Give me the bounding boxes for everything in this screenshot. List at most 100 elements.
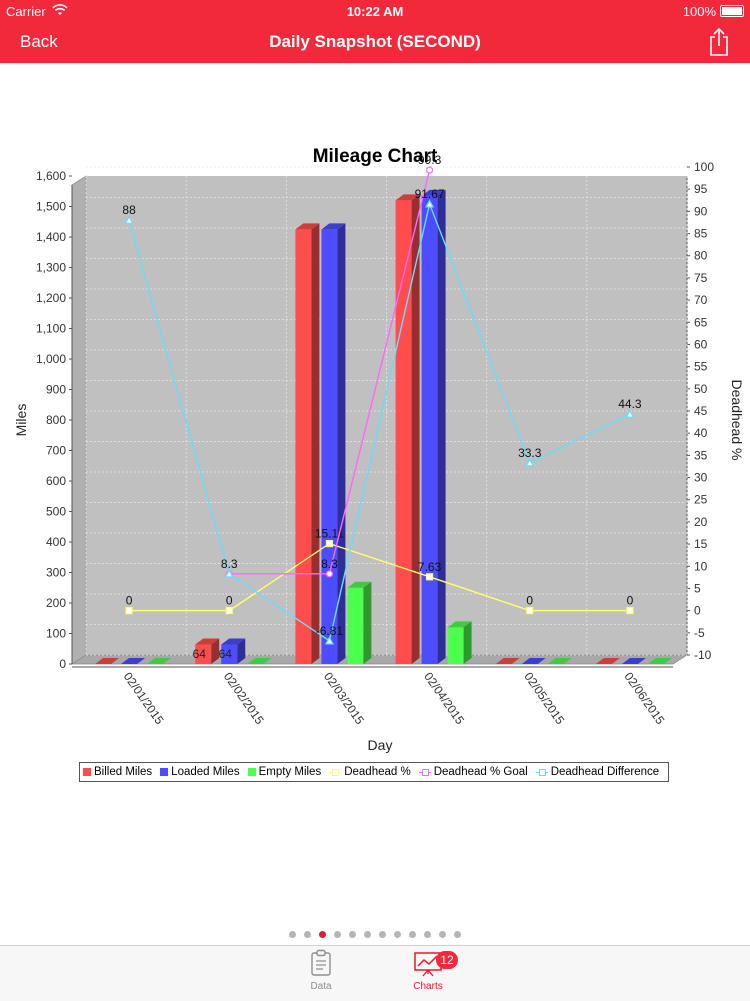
legend-label: Billed Miles	[94, 766, 153, 778]
back-button[interactable]: Back	[20, 32, 58, 51]
legend-item-deadhead-goal: Deadhead % Goal	[418, 766, 528, 778]
legend-swatch	[535, 768, 548, 776]
legend-label: Deadhead Difference	[550, 766, 660, 778]
deadhead-difference-data-label: 44.3	[618, 397, 642, 411]
x-tick-label: 02/05/2015	[521, 670, 567, 727]
empty-miles-bar	[447, 627, 464, 664]
y2-tick-label: 50	[694, 382, 708, 396]
chart-legend: Billed Miles Loaded Miles Empty Miles Deadh…	[79, 762, 669, 782]
deadhead-difference-point	[324, 636, 334, 645]
y2-tick-label: 85	[694, 227, 708, 241]
page-dot[interactable]	[409, 931, 416, 938]
deadhead-difference-point	[425, 199, 435, 208]
legend-label: Empty Miles	[258, 766, 322, 778]
y2-tick-label: 30	[694, 471, 708, 485]
page-dot[interactable]	[289, 931, 296, 938]
billed-miles-bar-top	[195, 638, 220, 645]
loaded-miles-bar-top	[421, 189, 446, 196]
deadhead-line	[129, 542, 630, 612]
y2-tick-label: 90	[694, 204, 708, 218]
billed-miles-bar	[395, 200, 412, 664]
page-dot[interactable]	[454, 931, 461, 938]
page-dot[interactable]	[319, 931, 326, 938]
deadhead-difference-data-label: -6.81	[316, 624, 344, 638]
empty-miles-bar-top	[147, 658, 172, 664]
legend-label: Loaded Miles	[171, 766, 240, 778]
deadhead-difference-line	[128, 201, 631, 642]
deadhead-goal-point	[425, 166, 434, 174]
x-tick-label: 02/06/2015	[621, 670, 667, 727]
x-tick-label: 02/01/2015	[121, 670, 167, 727]
x-tick-label: 02/03/2015	[321, 670, 367, 727]
status-bar: Carrier 10:22 AM 100%	[0, 0, 750, 22]
tab-data[interactable]: Data	[291, 949, 351, 992]
y2-tick-label: 100	[694, 160, 714, 174]
nav-bar: Back Daily Snapshot (SECOND)	[0, 22, 750, 63]
billed-miles-bar-side	[411, 194, 420, 664]
y2-tick-label: 40	[694, 426, 708, 440]
y-tick-label: 1,200	[36, 291, 66, 305]
loaded-miles-bar	[321, 229, 338, 664]
wifi-icon	[52, 3, 68, 20]
deadhead-data-label: 0	[627, 594, 634, 608]
x-tick-label: 02/04/2015	[421, 670, 467, 727]
billed-miles-bar-side	[311, 223, 320, 664]
y-tick-label: 800	[46, 413, 66, 427]
deadhead-data-label: 0	[526, 594, 533, 608]
deadhead-point	[425, 573, 434, 581]
y2-tick-label: 95	[694, 182, 708, 196]
tab-charts-label: Charts	[413, 981, 443, 992]
clock: 10:22 AM	[346, 4, 404, 19]
legend-swatch	[329, 768, 342, 776]
plot-background	[86, 176, 687, 655]
page-dot[interactable]	[304, 931, 311, 938]
loaded-miles-bar	[221, 644, 238, 664]
page-indicator[interactable]	[0, 931, 750, 938]
carrier-label: Carrier	[6, 4, 46, 19]
page-dot[interactable]	[439, 931, 446, 938]
legend-label: Deadhead %	[344, 766, 411, 778]
deadhead-difference-data-label: 8.3	[221, 557, 238, 571]
deadhead-data-label: 0	[226, 594, 233, 608]
deadhead-point	[626, 607, 634, 615]
y2-tick-label: 75	[694, 271, 708, 285]
deadhead-data-label: 15.11	[315, 527, 344, 541]
page-dot[interactable]	[379, 931, 386, 938]
page-dot[interactable]	[364, 931, 371, 938]
empty-miles-bar-top	[547, 658, 572, 664]
tab-charts[interactable]: 12 Charts	[398, 949, 458, 992]
y2-tick-label: 5	[694, 581, 701, 595]
loaded-miles-bar-top	[521, 658, 546, 664]
billed-miles-bar-top	[95, 658, 120, 664]
legend-swatch	[160, 768, 169, 776]
loaded-miles-bar-side	[237, 638, 246, 664]
loaded-miles-bar-top	[621, 658, 646, 664]
y2-tick-label: 35	[694, 448, 708, 462]
page-dot[interactable]	[424, 931, 431, 938]
deadhead-difference-point	[625, 409, 635, 418]
clipboard-icon	[311, 949, 331, 976]
page-dot[interactable]	[334, 931, 341, 938]
legend-swatch	[418, 768, 431, 776]
tab-data-label: Data	[310, 981, 332, 992]
loaded-miles-bar	[421, 195, 438, 664]
empty-miles-bar-top	[647, 658, 672, 664]
empty-miles-bar-side	[463, 621, 472, 664]
loaded-miles-bar-side	[337, 223, 346, 664]
legend-item-empty-miles: Empty Miles	[247, 766, 322, 778]
empty-miles-bar	[347, 587, 364, 664]
y2-tick-label: 0	[694, 604, 701, 618]
legend-label: Deadhead % Goal	[433, 766, 528, 778]
y2-tick-label: 55	[694, 360, 708, 374]
y-tick-label: 100	[46, 627, 66, 641]
billed-miles-bar-top	[595, 658, 620, 664]
share-icon[interactable]	[706, 27, 732, 57]
deadhead-difference-point	[224, 569, 234, 578]
legend-item-deadhead: Deadhead %	[329, 766, 411, 778]
billed-miles-bar-top	[495, 658, 520, 664]
page-dot[interactable]	[349, 931, 356, 938]
page-dot[interactable]	[394, 931, 401, 938]
battery-icon	[720, 5, 744, 17]
deadhead-difference-data-label: 88	[122, 203, 136, 217]
y-tick-label: 700	[46, 444, 66, 458]
